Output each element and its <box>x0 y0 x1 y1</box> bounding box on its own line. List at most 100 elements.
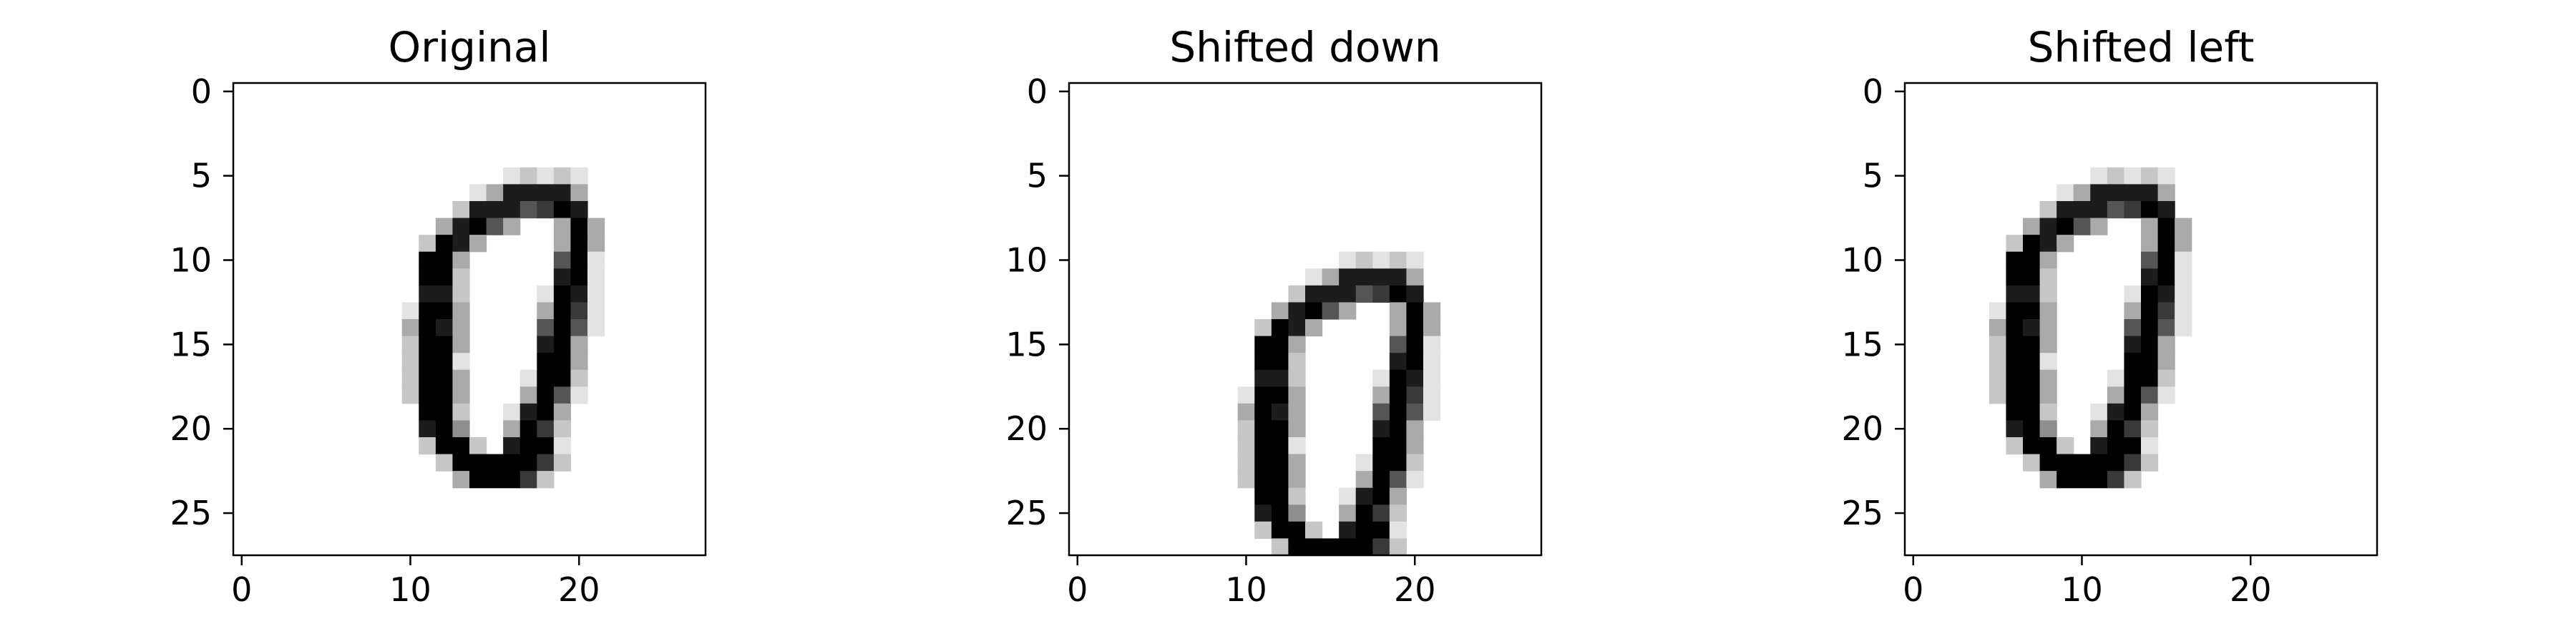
image-pixel <box>537 404 554 421</box>
image-pixel <box>436 454 453 472</box>
image-pixel <box>2023 302 2040 319</box>
image-pixel <box>2158 167 2175 185</box>
image-pixel <box>2107 201 2124 218</box>
image-pixel <box>1305 522 1322 539</box>
image-pixel <box>2040 218 2057 235</box>
image-pixel <box>1390 488 1407 505</box>
image-pixel <box>1272 522 1289 539</box>
image-pixel <box>520 454 537 472</box>
y-tick-label: 5 <box>1863 157 1883 195</box>
image-pixel <box>1288 370 1305 387</box>
image-pixel <box>452 420 469 437</box>
image-pixel <box>2124 167 2141 185</box>
image-pixel <box>2175 218 2192 235</box>
image-pixel <box>1406 437 1423 454</box>
image-pixel <box>1989 302 2006 319</box>
image-pixel <box>520 184 537 201</box>
image-pixel <box>1406 302 1423 319</box>
image-pixel <box>570 302 587 319</box>
image-pixel <box>1372 454 1390 472</box>
x-tick-label: 10 <box>2061 570 2103 609</box>
image-pixel <box>452 218 469 235</box>
image-pixel <box>2141 386 2158 404</box>
image-pixel <box>1272 420 1289 437</box>
image-pixel <box>1356 522 1373 539</box>
image-pixel <box>2158 353 2175 370</box>
y-tick-label: 20 <box>170 409 212 448</box>
image-pixel <box>1356 268 1373 286</box>
image-pixel <box>452 437 469 454</box>
image-pixel <box>436 437 453 454</box>
image-pixel <box>2158 252 2175 269</box>
image-pixel <box>419 386 436 404</box>
image-pixel <box>554 201 571 218</box>
image-pixel <box>537 167 554 185</box>
image-pixel <box>1305 538 1322 555</box>
y-tick-label: 0 <box>191 72 212 111</box>
image-pixel <box>2040 353 2057 370</box>
image-pixel <box>2175 302 2192 319</box>
image-pixel <box>2141 302 2158 319</box>
image-pixel <box>1272 471 1289 488</box>
image-pixel <box>1356 454 1373 472</box>
image-pixel <box>2124 184 2141 201</box>
image-pixel <box>2040 471 2057 488</box>
image-pixel <box>2023 218 2040 235</box>
image-pixel <box>2023 386 2040 404</box>
image-pixel <box>2141 420 2158 437</box>
image-pixel <box>1288 437 1305 454</box>
image-pixel <box>503 218 520 235</box>
image-pixel <box>554 370 571 387</box>
image-pixel <box>487 471 504 488</box>
image-pixel <box>2040 268 2057 286</box>
image-pixel <box>2006 235 2023 252</box>
image-pixel <box>1272 504 1289 522</box>
image-pixel <box>1406 336 1423 353</box>
image-pixel <box>1339 522 1356 539</box>
image-pixel <box>570 370 587 387</box>
image-pixel <box>587 319 605 336</box>
y-tick-label: 10 <box>170 241 212 280</box>
image-pixel <box>1288 504 1305 522</box>
image-pixel <box>570 286 587 303</box>
image-pixel <box>419 404 436 421</box>
image-pixel <box>1406 454 1423 472</box>
image-pixel <box>2006 268 2023 286</box>
image-pixel <box>1423 370 1440 387</box>
image-pixel <box>554 167 571 185</box>
image-pixel <box>1238 404 1255 421</box>
image-pixel <box>2023 370 2040 387</box>
image-pixel <box>2023 235 2040 252</box>
image-pixel <box>2124 404 2141 421</box>
image-pixel <box>1272 302 1289 319</box>
x-tick-label: 10 <box>389 570 431 609</box>
image-pixel <box>1406 319 1423 336</box>
image-pixel <box>419 286 436 303</box>
image-pixel <box>2006 404 2023 421</box>
image-pixel <box>452 471 469 488</box>
image-pixel <box>2023 336 2040 353</box>
image-pixel <box>1305 302 1322 319</box>
image-pixel <box>452 235 469 252</box>
image-pixel <box>1254 319 1272 336</box>
image-pixel <box>436 370 453 387</box>
image-pixel <box>1390 404 1407 421</box>
image-pixel <box>1254 420 1272 437</box>
image-pixel <box>1989 353 2006 370</box>
image-pixel <box>1390 437 1407 454</box>
image-pixel <box>2006 420 2023 437</box>
image-pixel <box>1254 522 1272 539</box>
image-pixel <box>554 252 571 269</box>
y-tick-label: 15 <box>1841 325 1883 364</box>
image-pixel <box>1339 268 1356 286</box>
image-pixel <box>537 201 554 218</box>
image-pixel <box>537 386 554 404</box>
image-pixel <box>1254 471 1272 488</box>
image-pixel <box>2175 286 2192 303</box>
image-pixel <box>520 404 537 421</box>
image-pixel <box>2141 319 2158 336</box>
image-pixel <box>1288 522 1305 539</box>
image-pixel <box>2107 471 2124 488</box>
image-pixel <box>2040 404 2057 421</box>
image-pixel <box>2074 471 2091 488</box>
